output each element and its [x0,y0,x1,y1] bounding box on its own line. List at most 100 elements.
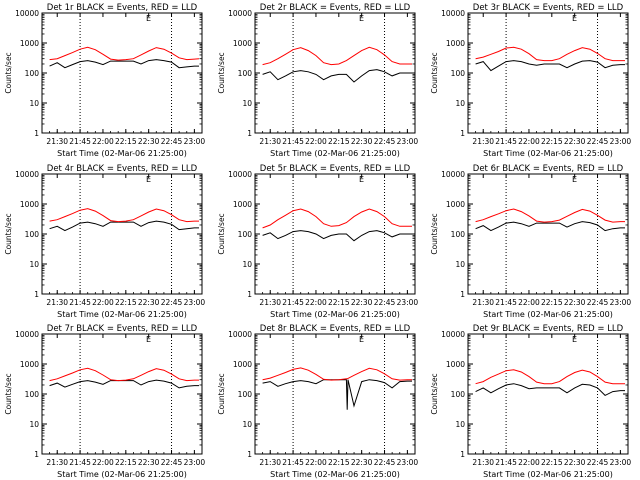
panel-title: Det 9r BLACK = Events, RED = LLD [473,324,624,334]
y-axis-label: Counts/sec [217,373,226,414]
events-series-line [49,59,199,69]
x-tick-label: 21:30 [472,458,494,467]
x-tick-label: 22:30 [564,137,586,146]
y-tick-label: 1 [460,450,465,459]
x-tick-label: 23:00 [397,298,419,307]
x-tick-label: 21:30 [259,298,281,307]
y-axis-label: Counts/sec [4,213,13,254]
x-tick-label: 22:30 [351,137,373,146]
lld-series-line [262,208,412,229]
x-tick-label: 22:15 [115,137,137,146]
x-axis-label: Start Time (02-Mar-06 21:25:00) [483,310,613,319]
y-tick-label: 10000 [15,170,39,179]
y-tick-label: 1000 [233,360,252,369]
y-tick-label: 10 [455,260,465,269]
y-tick-label: 1000 [20,39,39,48]
y-tick-label: 1000 [20,200,39,209]
y-tick-label: 1 [247,129,252,138]
y-tick-label: 1 [34,450,39,459]
x-tick-label: 23:00 [397,137,419,146]
x-tick-label: 22:30 [564,458,586,467]
x-tick-label: 22:30 [351,458,373,467]
events-series-line [262,230,412,242]
y-tick-label: 100 [238,390,253,399]
x-tick-label: 23:00 [184,458,206,467]
corner-mark: E [572,175,577,184]
x-axis-label: Start Time (02-Mar-06 21:25:00) [57,470,187,479]
y-axis-label: Counts/sec [217,213,226,254]
y-tick-label: 10000 [15,9,39,18]
lld-series-line [475,369,625,385]
y-tick-label: 10 [29,99,39,108]
y-tick-label: 10000 [228,170,252,179]
y-tick-label: 10 [455,420,465,429]
y-tick-label: 100 [25,230,40,239]
panel-title: Det 7r BLACK = Events, RED = LLD [47,324,198,334]
x-tick-label: 22:45 [161,137,183,146]
panel-title: Det 5r BLACK = Events, RED = LLD [260,164,411,174]
y-tick-label: 10 [242,260,252,269]
events-series-line [475,383,625,397]
lld-series-line [49,367,199,382]
x-tick-label: 21:45 [495,298,517,307]
panel-title: Det 6r BLACK = Events, RED = LLD [473,164,624,174]
x-tick-label: 21:30 [46,137,68,146]
plot-frame [41,12,203,134]
y-tick-label: 1 [247,290,252,299]
x-tick-label: 22:15 [541,137,563,146]
x-tick-label: 22:15 [328,137,350,146]
panel-title: Det 3r BLACK = Events, RED = LLD [473,3,624,13]
x-axis-label: Start Time (02-Mar-06 21:25:00) [270,149,400,158]
plot-frame [467,173,629,295]
lld-series-line [475,208,625,223]
x-tick-label: 21:30 [472,298,494,307]
corner-mark: E [359,14,364,23]
x-tick-label: 22:00 [305,458,327,467]
x-tick-label: 23:00 [610,137,632,146]
x-tick-label: 22:45 [587,298,609,307]
lld-series-line [475,46,625,62]
y-tick-label: 10000 [228,330,252,339]
y-tick-label: 100 [25,69,40,78]
events-series-line [262,69,412,83]
events-series-line [49,220,199,232]
panel-title: Det 1r BLACK = Events, RED = LLD [47,3,198,13]
y-tick-label: 100 [238,230,253,239]
x-tick-label: 22:15 [328,458,350,467]
y-tick-label: 100 [25,390,40,399]
x-tick-label: 21:45 [495,137,517,146]
y-tick-label: 1000 [20,360,39,369]
x-axis-label: Start Time (02-Mar-06 21:25:00) [483,149,613,158]
x-axis-label: Start Time (02-Mar-06 21:25:00) [483,470,613,479]
x-tick-label: 22:45 [374,458,396,467]
corner-mark: E [146,175,151,184]
events-series-line [475,60,625,72]
y-axis-label: Counts/sec [217,52,226,93]
x-tick-label: 22:15 [328,298,350,307]
x-tick-label: 22:30 [138,458,160,467]
x-tick-label: 21:30 [259,137,281,146]
y-axis-label: Counts/sec [430,373,439,414]
plot-frame [41,173,203,295]
y-tick-label: 10000 [441,9,465,18]
x-tick-label: 23:00 [184,137,206,146]
x-tick-label: 22:15 [541,298,563,307]
x-axis-label: Start Time (02-Mar-06 21:25:00) [57,310,187,319]
x-tick-label: 23:00 [184,298,206,307]
y-axis-label: Counts/sec [4,52,13,93]
x-tick-label: 22:15 [115,298,137,307]
x-tick-label: 22:00 [305,137,327,146]
y-tick-label: 1000 [446,200,465,209]
x-tick-label: 21:45 [282,298,304,307]
x-tick-label: 22:00 [305,298,327,307]
panel-title: Det 4r BLACK = Events, RED = LLD [47,164,198,174]
y-tick-label: 1 [247,450,252,459]
y-tick-label: 1 [460,129,465,138]
